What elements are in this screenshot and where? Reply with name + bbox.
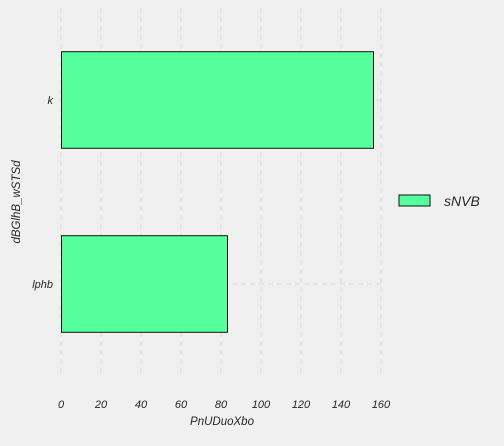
bars — [61, 51, 374, 333]
bar-lphb — [61, 235, 228, 333]
x-tick-label: 80 — [215, 399, 228, 411]
x-tick-label: 0 — [58, 399, 65, 411]
x-tick-label: 100 — [252, 399, 271, 411]
legend: sNVB — [398, 193, 480, 209]
x-tick-label: 40 — [135, 399, 148, 411]
legend-label-snvb: sNVB — [444, 193, 480, 209]
x-axis-label: PnUDuoXbo — [190, 416, 255, 428]
x-tick-label: 160 — [372, 399, 391, 411]
x-tick-label: 140 — [332, 399, 351, 411]
y-tick-labels: k lphb — [32, 95, 53, 291]
x-tick-labels: 0 20 40 60 80 100 120 140 160 — [58, 399, 391, 411]
y-tick-label: k — [48, 95, 54, 107]
y-axis-label: dBGlhB_wSTSd — [11, 160, 23, 244]
bar-k — [61, 51, 374, 149]
x-tick-label: 60 — [175, 399, 188, 411]
legend-swatch-snvb — [398, 194, 431, 207]
y-tick-label: lphb — [32, 279, 53, 291]
x-tick-label: 20 — [94, 399, 108, 411]
x-tick-label: 120 — [292, 399, 311, 411]
